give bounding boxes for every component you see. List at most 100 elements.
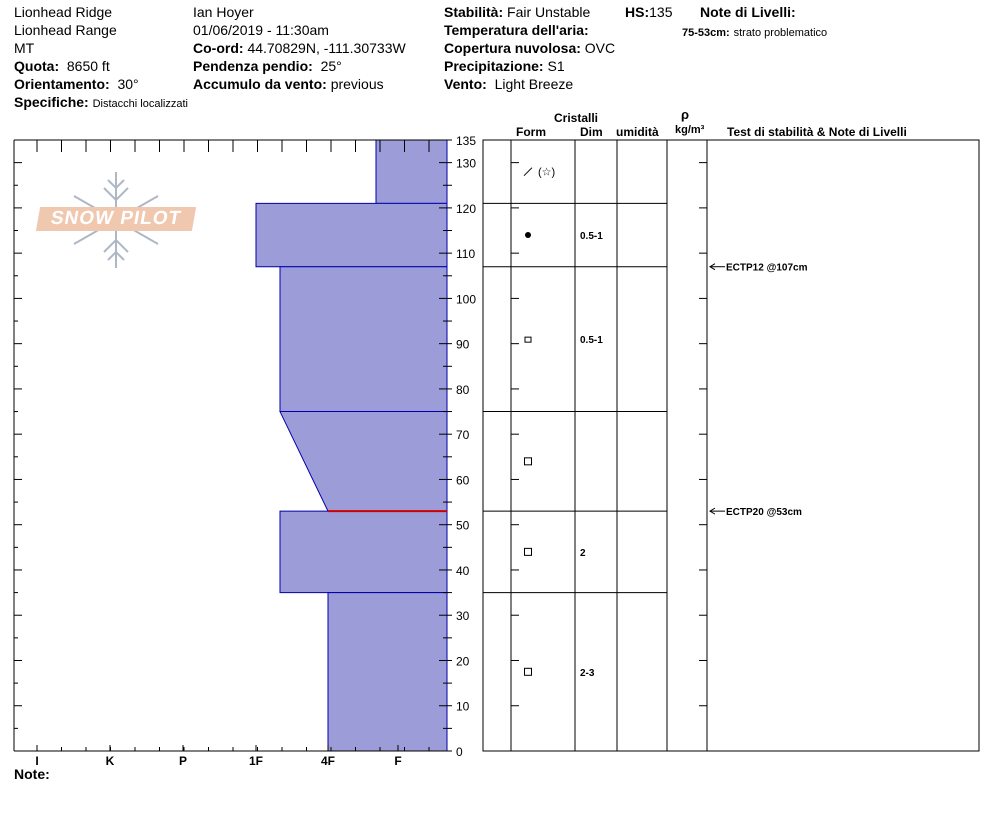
x-tick-label-F: F [394,754,401,768]
sky-label: Copertura nuvolosa: [444,40,581,56]
density-unit-header: kg/m³ [675,124,705,136]
y-tick-label-110: 110 [456,247,475,261]
hardness-layer-3 [279,411,448,512]
test-label-0: ECTP12 @107cm [726,263,808,274]
air-temp: Temperatura dell'aria: [444,21,589,39]
state: MT [14,40,35,56]
y-tick-label-90: 90 [456,338,470,352]
hardness-layer-2 [279,266,448,413]
crystal-size-4: 2 [580,548,586,559]
stability: Stabilità: Fair Unstable [444,3,590,21]
wind-loading-value: previous [330,76,384,92]
rounded-grain-icon [525,232,531,239]
range: Lionhead Range [14,22,117,38]
layer-notes-title: Note di Livelli: [700,4,796,20]
aspect-label: Orientamento: [14,76,110,92]
crystal-3 [524,457,532,466]
coord-label: Co-ord: [193,40,244,56]
air-temp-label: Temperatura dell'aria: [444,22,589,38]
rho-header: ρ [681,107,690,122]
observer: Ian Hoyer [193,4,254,20]
crystal-size-2: 0.5-1 [580,335,603,346]
wind-label: Vento: [444,76,487,92]
specifics-value: Distacchi localizzati [92,98,188,110]
crystal-5: 2-3 [524,667,595,679]
hardness-layer-1 [255,202,448,268]
notes-label: Note: [14,766,50,782]
y-tick-label-30: 30 [456,609,470,623]
wind-loading-label: Accumulo da vento: [193,76,327,92]
faceted-icon [524,667,532,676]
crystal-size-1: 0.5-1 [580,231,603,242]
aspect: Orientamento: 30° [14,75,139,93]
layer-note-text: strato problematico [733,27,828,39]
test-arrow-head-1 [709,507,716,515]
snowpilot-watermark: SNOW PILOT [35,170,197,270]
dim-header: Dim [580,125,603,139]
mixed-form-icon: (☆) [538,167,555,179]
slope-label: Pendenza pendio: [193,58,313,74]
crystal-4: 2 [524,547,586,559]
coord-value: 44.70829N, -111.30733W [247,40,406,56]
precip-value: S1 [547,58,565,74]
stability-label: Stabilità: [444,4,504,20]
elevation: Quota: 8650 ft [14,57,110,75]
y-tick-label-135: 135 [456,134,476,148]
x-tick-label-1F: 1F [249,754,263,768]
y-tick-label-80: 80 [456,383,470,397]
specifics: Specifiche: Distacchi localizzati [14,93,188,113]
specifics-label: Specifiche: [14,94,89,110]
hardness-layer-5 [327,592,448,752]
wind: Vento: Light Breeze [444,75,573,93]
wind-loading: Accumulo da vento: previous [193,75,384,93]
decomposing-icon [523,167,533,177]
wind-value: Light Breeze [494,76,574,92]
form-header: Form [516,125,546,139]
precip: Precipitazione: S1 [444,57,565,75]
rounding-facet-icon [524,336,532,343]
faceted-icon [524,457,532,466]
y-tick-label-20: 20 [456,654,470,668]
stability-value: Fair Unstable [507,4,591,20]
elevation-label: Quota: [14,58,60,74]
y-tick-label-60: 60 [456,473,470,487]
y-tick-label-10: 10 [456,700,470,714]
crystal-0: (☆) [523,167,555,179]
aspect-value: 30° [117,76,139,92]
crystal-size-5: 2-3 [580,668,595,679]
hs-label: HS: [625,4,650,20]
y-tick-label-70: 70 [456,428,470,442]
y-tick-label-40: 40 [456,564,470,578]
crystal-1: 0.5-1 [525,231,603,242]
y-tick-label-50: 50 [456,519,470,533]
coord: Co-ord: 44.70829N, -111.30733W [193,39,406,57]
faceted-icon [524,547,532,556]
precip-label: Precipitazione: [444,58,544,74]
x-tick-label-I: I [35,754,38,768]
sky: Copertura nuvolosa: OVC [444,39,615,57]
tests-header: Test di stabilità & Note di Livelli [727,125,907,139]
hardness-layer-0 [375,139,448,204]
x-tick-label-P: P [179,754,187,768]
layer-note: 75-53cm: strato problematico [682,22,827,42]
test-label-1: ECTP20 @53cm [726,507,802,518]
x-tick-label-4F: 4F [321,754,335,768]
test-arrow-head-0 [709,263,716,271]
location: Lionhead Ridge [14,4,113,20]
slope-value: 25° [320,58,342,74]
y-tick-label-0: 0 [456,745,463,759]
y-tick-label-120: 120 [456,202,476,216]
layer-note-range: 75-53cm: [682,27,730,39]
y-tick-label-130: 130 [456,157,476,171]
slope: Pendenza pendio: 25° [193,57,342,75]
x-tick-label-K: K [106,754,115,768]
elevation-value: 8650 ft [66,58,110,74]
moisture-header: umidità [616,125,659,139]
crystals-header: Cristalli [554,111,599,125]
hs: HS:135 [625,3,672,21]
sky-value: OVC [584,40,616,56]
table-border [482,139,980,752]
crystal-2: 0.5-1 [524,335,603,346]
hs-value: 135 [649,4,673,20]
